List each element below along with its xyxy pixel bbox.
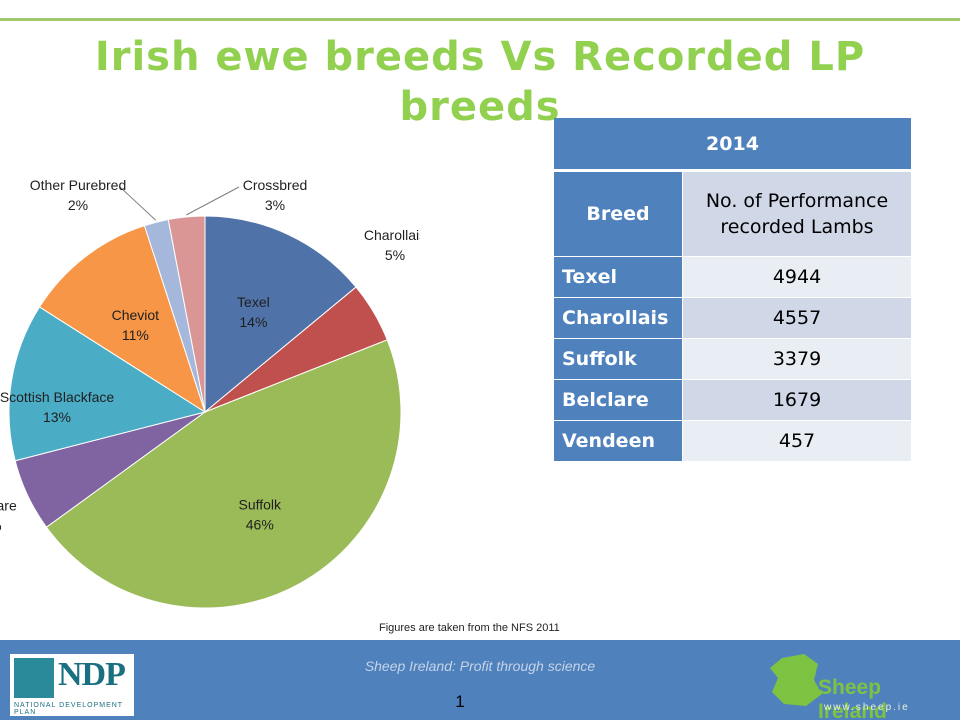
footer-tagline: Sheep Ireland: Profit through science: [364, 658, 596, 674]
slice-label: Scottish Blackface: [0, 389, 114, 405]
slice-label: Belclare: [0, 497, 17, 513]
ndp-logo-subtitle: NATIONAL DEVELOPMENT PLAN: [14, 702, 123, 716]
pie-slice-suffolk: [45, 339, 402, 609]
slice-value-label: 5%: [385, 247, 405, 263]
row-count: 4944: [682, 256, 911, 298]
row-count: 3379: [682, 338, 911, 380]
row-breed: Vendeen: [554, 420, 683, 461]
ndp-logo-text: NDP: [58, 656, 126, 693]
page-number: 1: [455, 692, 465, 711]
slice-value-label: 3%: [265, 197, 285, 213]
row-count: 4557: [682, 297, 911, 339]
table-year: 2014: [554, 118, 911, 172]
slice-label: Charollais: [364, 227, 420, 243]
table-row: Belclare 1679: [554, 379, 911, 421]
slice-label: Suffolk: [238, 497, 282, 513]
slice-label: Other Purebred: [30, 177, 127, 193]
slice-label: Texel: [237, 294, 270, 310]
pie-slice-cheviot: [38, 224, 206, 414]
slice-value-label: 6%: [0, 517, 2, 533]
leader-line-crossbred: [186, 186, 240, 216]
row-breed: Charollais: [554, 297, 683, 339]
sheep-logo-text: Sheep Ireland: [818, 676, 887, 723]
footer-bar: NDP NATIONAL DEVELOPMENT PLAN Sheep Irel…: [0, 640, 960, 723]
header-count: No. of Performance recorded Lambs: [682, 170, 911, 257]
table-header-row: Breed No. of Performance recorded Lambs: [554, 170, 911, 257]
ireland-map-icon: [770, 654, 822, 706]
slice-value-label: 13%: [43, 409, 71, 425]
slice-value-label: 46%: [246, 517, 274, 533]
row-breed: Suffolk: [554, 338, 683, 380]
table-row: Texel 4944: [554, 256, 911, 298]
sheep-ireland-logo: Sheep Ireland www.sheep.ie: [762, 650, 952, 723]
table-year-row: 2014: [554, 118, 911, 172]
slice-value-label: 2%: [68, 197, 88, 213]
row-count: 457: [682, 420, 911, 461]
top-rule: [0, 18, 960, 21]
table-row: Suffolk 3379: [554, 338, 911, 380]
row-count: 1679: [682, 379, 911, 421]
pie-slice-texel: [204, 215, 357, 414]
slice-value-label: 11%: [122, 327, 149, 343]
slide-title: Irish ewe breeds Vs Recorded LP breeds: [94, 34, 866, 130]
sheep-logo-url: www.sheep.ie: [824, 702, 910, 713]
breed-table: 2014 Breed No. of Performance recorded L…: [554, 118, 911, 461]
table-row: Charollais 4557: [554, 297, 911, 339]
pie-chart: Texel 14% Charollais 5% Suffolk 46% Belclare 6%…: [0, 177, 420, 609]
slice-label: Cheviot: [112, 307, 160, 323]
pie-slice-scottish-blackface: [8, 306, 207, 462]
slice-value-label: 14%: [239, 314, 267, 330]
row-breed: Texel: [554, 256, 683, 298]
slice-label: Crossbred: [243, 177, 308, 193]
row-breed: Belclare: [554, 379, 683, 421]
ndp-mark-icon: [14, 658, 54, 698]
table-row: Vendeen 457: [554, 420, 911, 461]
leader-line-other-purebred: [119, 186, 157, 221]
ndp-logo: NDP NATIONAL DEVELOPMENT PLAN: [10, 654, 134, 716]
pie-slice-crossbred: [167, 215, 206, 413]
header-breed: Breed: [554, 170, 683, 257]
footnote: Figures are taken from the NFS 2011: [379, 622, 560, 634]
